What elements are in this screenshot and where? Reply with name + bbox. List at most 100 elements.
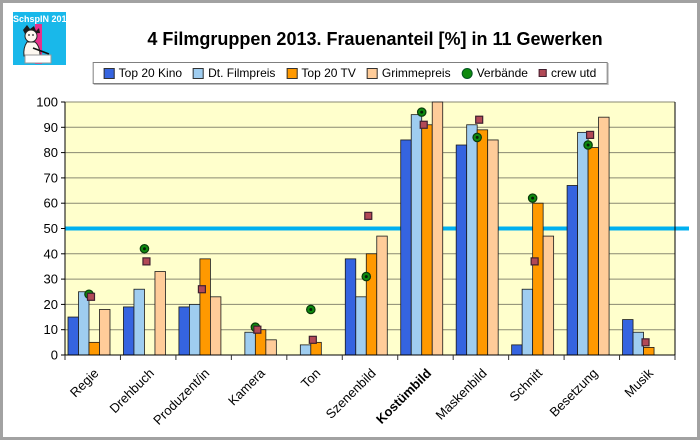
bar-top-20-tv-produzent-in [199,258,211,356]
marker-center-dot [531,196,535,200]
bar-top-20-tv-regie [88,341,100,356]
bar-grimmepreis-drehbuch [154,271,166,356]
y-tick-label-80: 80 [44,145,58,160]
legend-swatch-top-20-kino-icon [103,67,115,79]
marker-crew-utd-ton [308,335,317,344]
bar-top-20-kino-kost-mbild [400,139,412,356]
legend-item-top-20-kino: Top 20 Kino [103,66,183,80]
marker-center-dot [420,110,424,114]
bar-grimmepreis-produzent-in [210,296,222,356]
legend-item-grimmepreis: Grimmepreis [366,66,451,80]
bar-chart: 0 10 20 30 40 50 60 70 80 90 100 Regie DrehbuchProdu… [36,95,689,428]
marker-crew-utd-maskenbild [475,115,484,124]
marker-crew-utd-kamera [253,325,262,334]
legend-label: crew utd [550,66,597,80]
x-label-kost-mbild: Kostümbild [373,365,434,426]
legend-swatch-dt-filmpreis-icon [193,67,205,79]
logo-figure-icon [23,24,52,64]
marker-crew-utd-produzent-in [197,285,207,294]
logo: SchspIN 2014 [13,12,66,65]
y-tick-label-20: 20 [44,297,58,312]
bar-dt-filmpreis-ton [299,344,312,356]
bar-top-20-kino-produzent-in [178,306,190,356]
bar-top-20-tv-musik [643,347,655,356]
bar-top-20-tv-besetzung [587,147,599,356]
bar-dt-filmpreis-szenenbild [355,296,367,356]
x-label-regie: Regie [67,366,102,401]
marker-crew-utd-musik [641,338,650,347]
legend-swatch-crew-utd-icon [538,69,547,77]
logo-text: SchspIN 2014 [13,14,66,24]
y-tick-label-60: 60 [44,196,58,211]
x-label-kamera: Kamera [225,365,268,408]
bar-top-20-kino-maskenbild [455,144,468,356]
y-tick-label-40: 40 [44,246,58,261]
bar-top-20-kino-drehbuch [123,306,135,356]
marker-crew-utd-schnitt [530,257,539,266]
marker-center-dot [475,135,479,139]
bar-grimmepreis-maskenbild [487,139,499,356]
bar-grimmepreis-regie [99,309,111,356]
bar-top-20-tv-ton [310,341,322,356]
bar-dt-filmpreis-kamera [244,331,256,356]
marker-center-dot [309,307,313,311]
bar-top-20-tv-szenenbild [365,253,378,356]
bar-dt-filmpreis-drehbuch [133,288,145,356]
bar-top-20-kino-szenenbild [344,258,357,356]
legend-swatch-verb-nde-icon [461,67,473,79]
legend-item-dt-filmpreis: Dt. Filmpreis [193,66,275,80]
bar-grimmepreis-besetzung [598,116,610,356]
x-label-drehbuch: Drehbuch [106,366,156,416]
marker-crew-utd-kost-mbild [419,120,428,129]
bar-grimmepreis-kamera [265,339,277,356]
marker-crew-utd-drehbuch [142,257,151,266]
bar-top-20-tv-maskenbild [476,129,489,356]
bar-grimmepreis-schnitt [542,235,555,356]
legend-swatch-grimmepreis-icon [366,67,378,79]
bar-top-20-kino-schnitt [511,344,523,356]
y-tick-label-100: 100 [36,95,58,110]
chart-legend: Top 20 Kino Dt. Filmpreis Top 20 TV Grimmep… [92,62,608,84]
legend-item-crew-utd: crew utd [538,66,597,80]
y-tick-label-50: 50 [44,221,58,236]
x-label-maskenbild: Maskenbild [433,366,490,423]
x-label-produzent-in: Produzent/in [150,366,212,428]
marker-center-dot [364,275,368,279]
bar-grimmepreis-szenenbild [376,235,388,356]
bar-dt-filmpreis-regie [78,291,90,356]
chart-title: 4 Filmgruppen 2013. Frauenanteil [%] in … [147,29,603,49]
bar-dt-filmpreis-schnitt [521,288,534,356]
y-tick-label-90: 90 [44,120,58,135]
x-label-musik: Musik [621,365,656,400]
marker-crew-utd-szenenbild [364,211,373,220]
marker-center-dot [586,143,590,147]
x-label-ton: Ton [298,366,323,391]
legend-label: Verbände [476,66,528,80]
bar-top-20-kino-regie [67,316,79,356]
bar-top-20-tv-kost-mbild [421,124,433,356]
legend-label: Grimmepreis [381,66,451,80]
bar-dt-filmpreis-besetzung [577,131,589,356]
bar-top-20-kino-musik [622,319,634,356]
bar-top-20-kino-besetzung [566,185,578,356]
bar-top-20-tv-schnitt [532,202,544,356]
y-tick-label-70: 70 [44,170,58,185]
y-tick-label-30: 30 [44,272,58,287]
bar-dt-filmpreis-produzent-in [189,303,201,356]
legend-label: Top 20 TV [301,66,356,80]
legend-item-verb-nde: Verbände [461,66,528,80]
bar-dt-filmpreis-maskenbild [466,124,478,356]
marker-center-dot [142,247,146,251]
y-tick-label-10: 10 [44,322,58,337]
x-label-besetzung: Besetzung [547,366,601,420]
legend-swatch-top-20-tv-icon [286,67,298,79]
legend-label: Top 20 Kino [118,66,183,80]
bar-dt-filmpreis-kost-mbild [410,114,423,356]
x-label-szenenbild: Szenenbild [323,366,379,422]
marker-crew-utd-regie [86,292,96,301]
x-label-schnitt: Schnitt [506,365,545,404]
marker-crew-utd-besetzung [585,130,595,139]
y-tick-label-0: 0 [51,348,58,363]
bar-grimmepreis-kost-mbild [431,101,444,356]
